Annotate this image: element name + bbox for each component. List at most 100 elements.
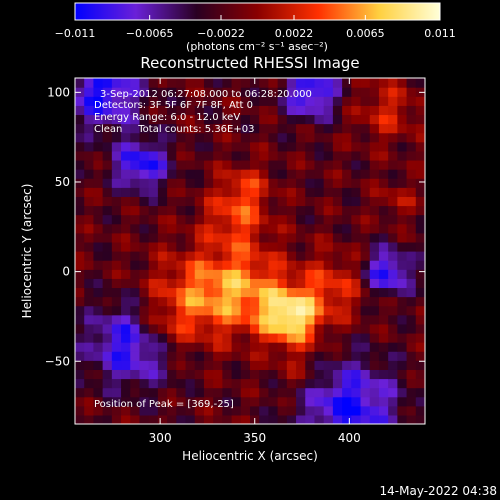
heatmap-cell <box>286 178 297 188</box>
heatmap-cell <box>332 105 343 116</box>
heatmap-cell <box>240 159 251 170</box>
heatmap-cell <box>185 150 196 161</box>
heatmap-cell <box>84 296 95 307</box>
heatmap-cell <box>222 251 233 261</box>
heatmap-cell <box>93 269 104 279</box>
heatmap-cell <box>415 369 425 380</box>
heatmap-cell <box>130 414 141 424</box>
heatmap-cell <box>342 251 352 261</box>
heatmap-cell <box>121 132 131 143</box>
heatmap-cell <box>406 169 417 179</box>
heatmap-cell <box>323 323 334 334</box>
heatmap-cell <box>250 360 260 370</box>
heatmap-cell <box>268 132 279 143</box>
heatmap-cell <box>102 205 113 216</box>
heatmap-cell <box>75 314 85 325</box>
heatmap-cell <box>121 187 131 197</box>
heatmap-cell <box>360 314 371 325</box>
heatmap-cell <box>277 114 288 125</box>
heatmap-cell <box>388 141 398 152</box>
heatmap-cell <box>259 351 270 361</box>
heatmap-cell <box>130 223 141 234</box>
heatmap-cell <box>296 332 306 343</box>
heatmap-cell <box>75 150 85 161</box>
heatmap-cell <box>222 141 233 152</box>
heatmap-cell <box>406 378 417 389</box>
heatmap-cell <box>277 360 288 370</box>
heatmap-cell <box>231 332 242 343</box>
heatmap-cell <box>268 87 279 97</box>
heatmap-cell <box>259 196 270 207</box>
heatmap-cell <box>397 132 408 143</box>
heatmap-cell <box>213 314 223 325</box>
heatmap-cell <box>121 414 131 424</box>
heatmap-cell <box>360 78 371 88</box>
heatmap-cell <box>250 196 260 207</box>
heatmap-cell <box>314 241 325 252</box>
heatmap-cell <box>360 123 371 134</box>
heatmap-cell <box>157 205 168 216</box>
heatmap-cell <box>176 87 187 97</box>
heatmap-cell <box>268 269 279 279</box>
heatmap-cell <box>314 251 325 261</box>
heatmap-cell <box>102 378 113 389</box>
heatmap-cell <box>194 196 205 207</box>
heatmap-cell <box>203 387 214 398</box>
heatmap-cell <box>222 332 233 343</box>
heatmap-cell <box>203 196 214 207</box>
heatmap-cell <box>240 314 251 325</box>
heatmap-cell <box>323 405 334 416</box>
heatmap-cell <box>222 178 233 188</box>
heatmap-cell <box>203 351 214 361</box>
heatmap-cell <box>203 414 214 424</box>
x-axis-label: Heliocentric X (arcsec) <box>182 449 318 463</box>
heatmap-cell <box>360 196 371 207</box>
heatmap-cell <box>194 269 205 279</box>
heatmap-cell <box>75 323 85 334</box>
heatmap-cell <box>296 269 306 279</box>
heatmap-cell <box>323 260 334 270</box>
heatmap-cell <box>203 287 214 298</box>
heatmap-cell <box>323 351 334 361</box>
heatmap-cell <box>231 378 242 389</box>
heatmap-cell <box>203 369 214 380</box>
heatmap-cell <box>111 205 122 216</box>
heatmap-cell <box>406 96 417 106</box>
heatmap-cell <box>250 296 260 307</box>
heatmap-cell <box>185 96 196 106</box>
heatmap-cell <box>157 132 168 143</box>
heatmap-cell <box>240 114 251 125</box>
heatmap-cell <box>84 241 95 252</box>
colorbar-tick-label: −0.0065 <box>126 27 174 40</box>
heatmap-cell <box>167 251 177 261</box>
heatmap-cell <box>148 169 159 179</box>
heatmap-cell <box>139 260 150 270</box>
heatmap-cell <box>378 278 389 289</box>
heatmap-cell <box>75 223 85 234</box>
heatmap-cell <box>314 296 325 307</box>
heatmap-cell <box>277 150 288 161</box>
heatmap-cell <box>388 369 398 380</box>
heatmap-cell <box>75 205 85 216</box>
heatmap-cell <box>332 260 343 270</box>
heatmap-cell <box>213 360 223 370</box>
heatmap-cell <box>203 205 214 216</box>
heatmap-cell <box>397 323 408 334</box>
heatmap-cell <box>305 251 316 261</box>
heatmap-cell <box>222 296 233 307</box>
heatmap-cell <box>240 296 251 307</box>
heatmap-cell <box>277 223 288 234</box>
heatmap-cell <box>323 305 334 316</box>
heatmap-cell <box>130 123 141 134</box>
heatmap-cell <box>148 323 159 334</box>
heatmap-cell <box>222 223 233 234</box>
heatmap-cell <box>342 132 352 143</box>
heatmap-cell <box>332 150 343 161</box>
heatmap-cell <box>194 251 205 261</box>
heatmap-cell <box>415 150 425 161</box>
heatmap-cell <box>360 323 371 334</box>
heatmap-cell <box>314 287 325 298</box>
heatmap-cell <box>157 214 168 225</box>
heatmap-cell <box>406 269 417 279</box>
heatmap-cell <box>360 169 371 179</box>
